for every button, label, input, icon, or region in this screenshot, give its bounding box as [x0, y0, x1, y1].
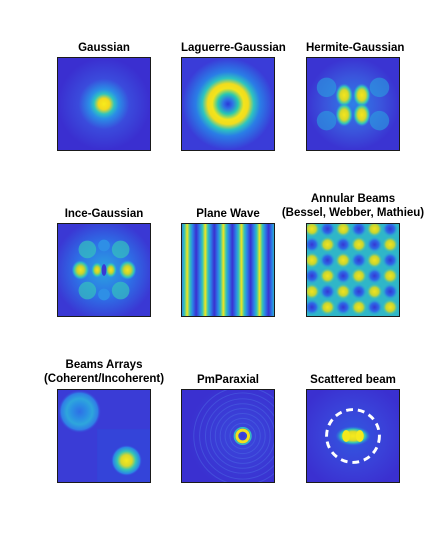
panel-arrays	[57, 389, 151, 483]
panel-title-hermite: Hermite-Gaussian	[306, 42, 405, 54]
plane-wave-image	[182, 224, 274, 316]
panel-title-scattered: Scattered beam	[310, 374, 396, 386]
pmparaxial-image	[182, 390, 274, 482]
panel-title-gaussian: Gaussian	[78, 42, 130, 54]
scatter-boundary-ring	[325, 408, 381, 464]
beams-arrays-image	[58, 390, 150, 482]
panel-hermite	[306, 57, 400, 151]
scattered-beam-image	[307, 390, 399, 482]
panel-title-ince: Ince-Gaussian	[64, 208, 144, 220]
panel-title-pmparaxial: PmParaxial	[196, 374, 259, 386]
panel-scattered	[306, 389, 400, 483]
panel-title-arrays: Beams Arrays (Coherent/Incoherent)	[43, 359, 165, 385]
panel-gaussian	[57, 57, 151, 151]
panel-annular	[306, 223, 400, 317]
hermite-gaussian-image	[307, 58, 399, 150]
laguerre-gaussian-image	[182, 58, 274, 150]
gaussian-beam-image	[58, 58, 150, 150]
panel-ince	[57, 223, 151, 317]
panel-plane	[181, 223, 275, 317]
panel-pmparaxial	[181, 389, 275, 483]
panel-title-laguerre: Laguerre-Gaussian	[181, 42, 286, 54]
panel-title-plane: Plane Wave	[196, 208, 260, 220]
panel-laguerre	[181, 57, 275, 151]
panel-title-annular: Annular Beams (Bessel, Webber, Mathieu)	[281, 193, 425, 219]
annular-beams-image	[307, 224, 399, 316]
ince-gaussian-image	[58, 224, 150, 316]
